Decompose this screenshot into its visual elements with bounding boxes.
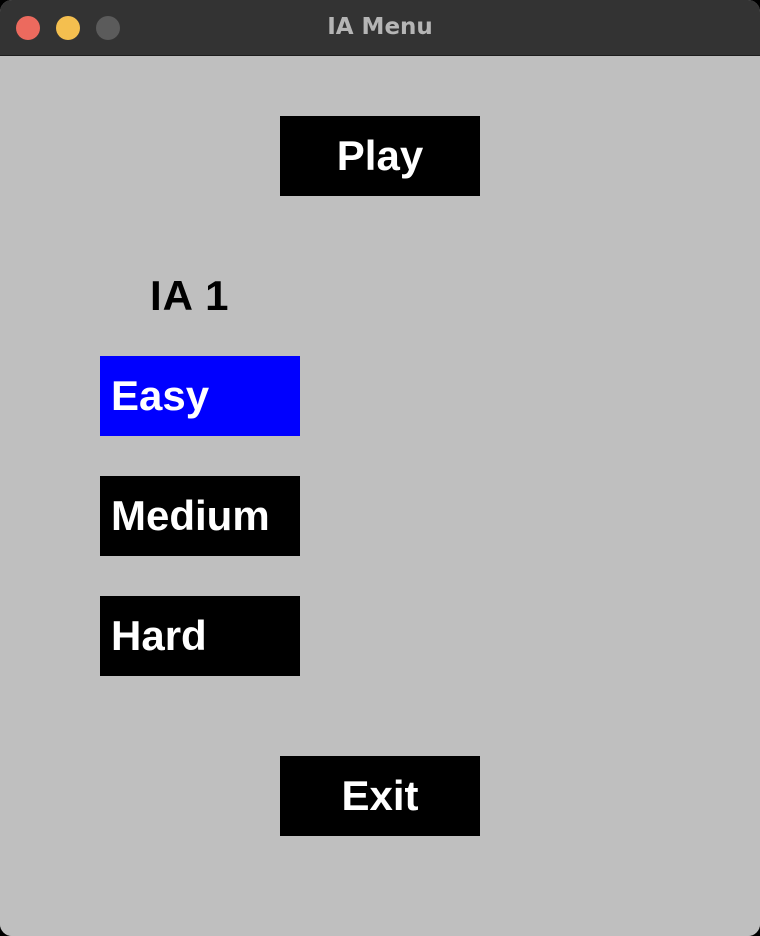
minimize-window-button[interactable] [56,16,80,40]
difficulty-medium-button[interactable]: Medium [100,476,300,556]
menu-canvas: Play IA 1 Easy Medium Hard Exit [0,56,760,936]
exit-button[interactable]: Exit [280,756,480,836]
play-button[interactable]: Play [280,116,480,196]
ai-player-label: IA 1 [150,272,230,319]
window-title: IA Menu [327,14,433,40]
difficulty-hard-button[interactable]: Hard [100,596,300,676]
zoom-window-button[interactable] [96,16,120,40]
close-window-button[interactable] [16,16,40,40]
difficulty-easy-button[interactable]: Easy [100,356,300,436]
title-bar[interactable]: IA Menu [0,0,760,56]
